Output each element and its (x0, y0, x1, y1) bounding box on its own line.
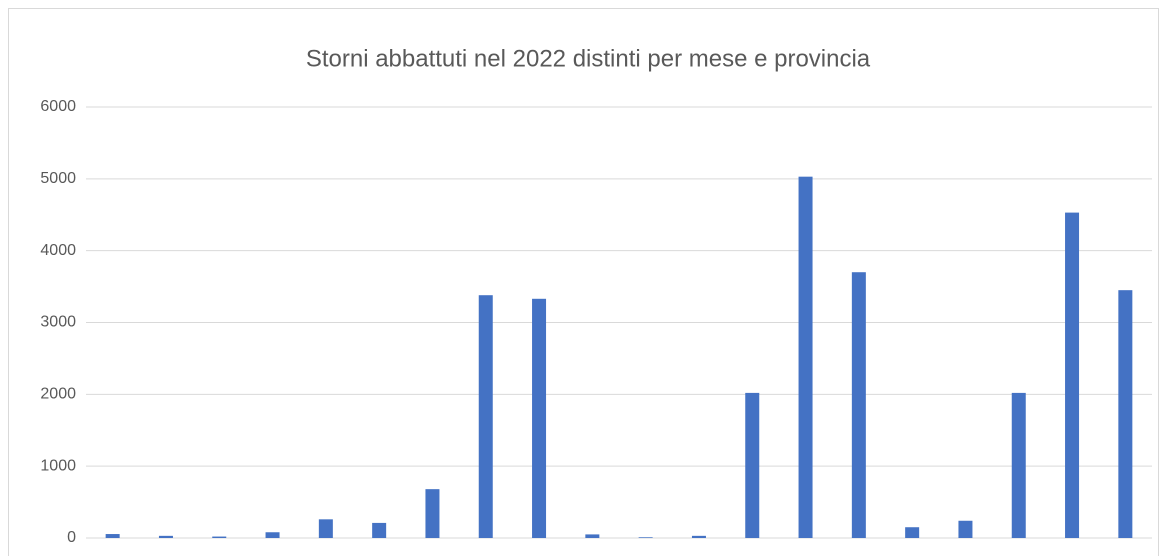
bar (585, 534, 600, 538)
bar (851, 272, 866, 538)
bar (425, 489, 440, 538)
bar (1118, 290, 1133, 538)
bar (318, 519, 333, 538)
bar (638, 537, 653, 538)
bar (905, 527, 920, 538)
bar (798, 176, 813, 538)
bar (532, 298, 547, 538)
y-tick-label: 6000 (40, 98, 76, 115)
chart-title: Storni abbattuti nel 2022 distinti per m… (306, 45, 871, 72)
y-tick-label: 5000 (40, 170, 76, 187)
chart-frame (8, 8, 1159, 556)
bar (212, 536, 227, 538)
bar (1065, 212, 1080, 538)
bar (691, 535, 706, 538)
bar (1011, 392, 1026, 538)
bar (105, 534, 120, 538)
y-tick-label: 0 (67, 529, 76, 546)
bar (958, 520, 973, 538)
bar (158, 535, 173, 538)
y-tick-label: 2000 (40, 386, 76, 403)
bar (372, 522, 387, 538)
y-tick-label: 4000 (40, 242, 76, 259)
bar (478, 295, 493, 538)
y-tick-label: 3000 (40, 314, 76, 331)
bar (745, 392, 760, 538)
bar (265, 532, 280, 538)
y-tick-label: 1000 (40, 457, 76, 474)
